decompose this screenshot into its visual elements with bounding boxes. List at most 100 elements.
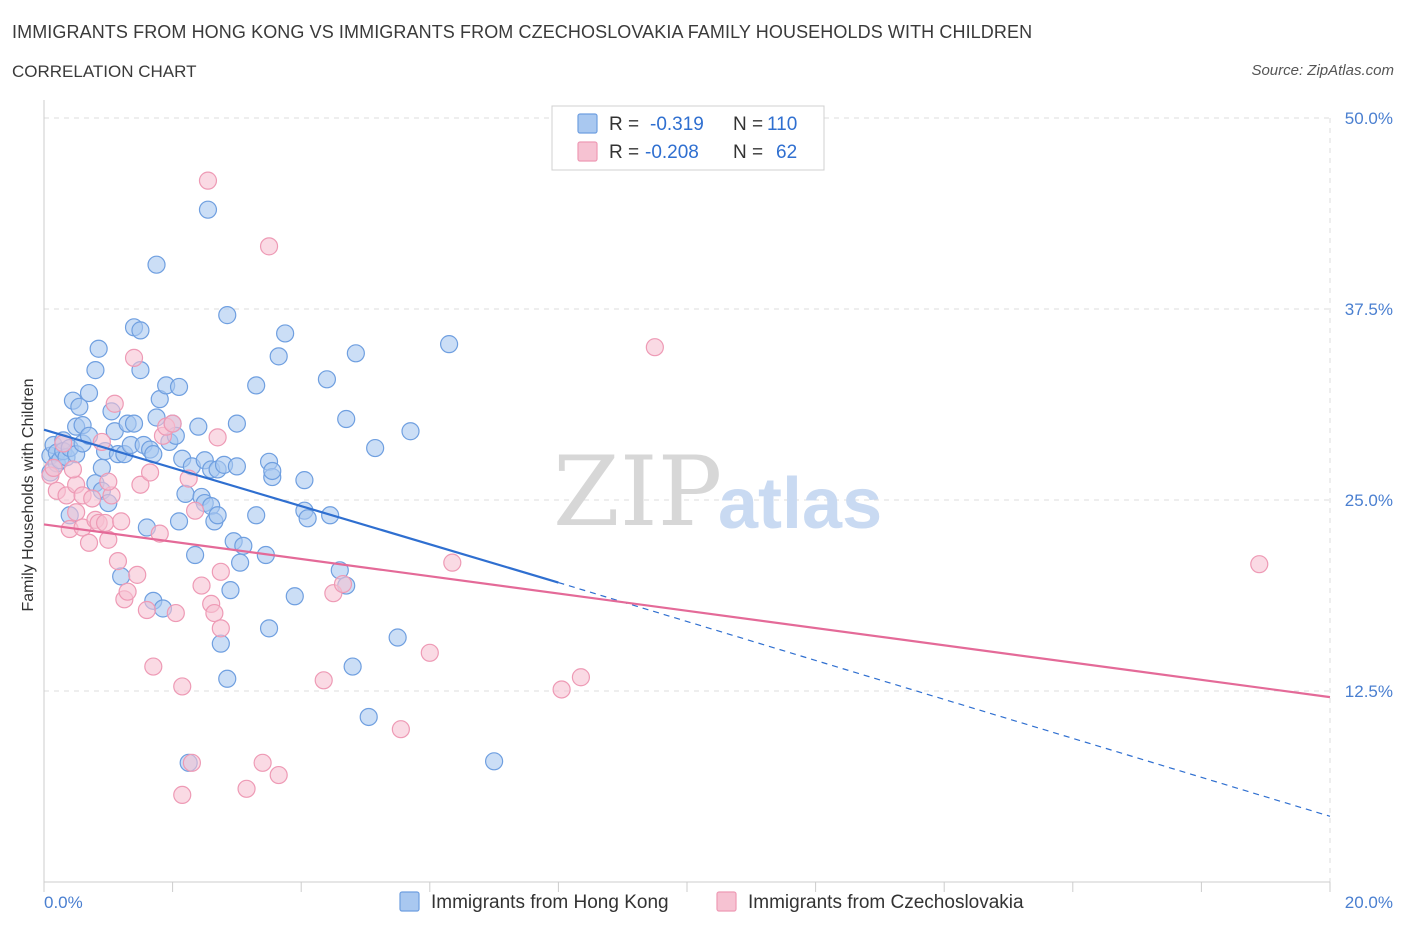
point-czechoslovakia — [112, 512, 131, 531]
point-hong-kong — [169, 377, 189, 397]
point-hong-kong — [388, 628, 407, 647]
trend-line-hong-kong-extension — [558, 581, 1331, 817]
point-czechoslovakia — [128, 565, 147, 584]
point-hong-kong — [359, 707, 378, 727]
point-czechoslovakia — [182, 753, 201, 772]
data-points — [41, 171, 1269, 805]
point-hong-kong — [208, 506, 227, 525]
point-czechoslovakia — [198, 171, 218, 190]
point-czechoslovakia — [211, 562, 230, 581]
point-hong-kong — [231, 553, 250, 572]
legend-n-value-2: 62 — [776, 142, 797, 163]
point-czechoslovakia — [208, 428, 227, 447]
point-czechoslovakia — [192, 576, 211, 595]
point-hong-kong — [295, 471, 314, 490]
watermark-atlas: atlas — [718, 464, 882, 544]
point-hong-kong — [79, 383, 99, 403]
point-czechoslovakia — [99, 472, 118, 491]
point-czechoslovakia — [269, 765, 288, 785]
point-czechoslovakia — [150, 524, 169, 543]
point-czechoslovakia — [571, 668, 591, 687]
point-czechoslovakia — [420, 643, 439, 662]
y-tick-labels: 12.5% 25.0% 37.5% 50.0% — [1345, 109, 1393, 701]
point-czechoslovakia — [173, 785, 192, 805]
watermark: ZIP atlas — [553, 436, 882, 548]
point-czechoslovakia — [108, 552, 128, 571]
chart-subtitle: CORRELATION CHART — [12, 62, 197, 81]
legend-box: R = -0.319 N = 110 R = -0.208 N = 62 — [551, 105, 825, 171]
point-hong-kong — [70, 397, 89, 416]
point-czechoslovakia — [237, 779, 256, 798]
trend-line-czechoslovakia — [43, 523, 1331, 699]
point-czechoslovakia — [333, 574, 353, 594]
bottom-legend-label-hong-kong: Immigrants from Hong Kong — [431, 892, 669, 913]
point-hong-kong — [186, 545, 205, 565]
point-hong-kong — [343, 657, 362, 676]
legend-r-label-1: R = — [609, 114, 639, 135]
point-czechoslovakia — [118, 582, 137, 601]
legend-swatch-czechoslovakia — [577, 141, 598, 162]
point-hong-kong — [89, 339, 108, 358]
point-hong-kong — [247, 506, 266, 525]
y-tick-label: 12.5% — [1345, 682, 1393, 701]
point-hong-kong — [86, 361, 105, 380]
point-czechoslovakia — [186, 501, 205, 520]
point-hong-kong — [227, 457, 246, 476]
point-hong-kong — [401, 422, 420, 441]
bottom-legend: Immigrants from Hong Kong Immigrants fro… — [399, 891, 1024, 913]
y-tick-label: 50.0% — [1345, 109, 1393, 128]
point-hong-kong — [366, 438, 385, 458]
trend-line-hong-kong — [43, 428, 559, 584]
point-hong-kong — [276, 324, 295, 343]
point-czechoslovakia — [205, 603, 224, 623]
point-hong-kong — [124, 414, 144, 433]
legend-n-value-1: 110 — [767, 114, 797, 135]
point-czechoslovakia — [140, 463, 160, 482]
point-czechoslovakia — [131, 475, 150, 494]
point-czechoslovakia — [163, 414, 182, 433]
point-czechoslovakia — [105, 394, 124, 413]
point-hong-kong — [131, 321, 150, 340]
y-tick-label: 25.0% — [1345, 491, 1393, 510]
point-hong-kong — [189, 417, 208, 436]
y-axis-title: Family Households with Children — [20, 379, 37, 612]
point-czechoslovakia — [173, 677, 192, 696]
point-hong-kong — [263, 461, 282, 481]
point-czechoslovakia — [314, 671, 333, 690]
y-tick-label: 37.5% — [1345, 300, 1393, 319]
bottom-legend-swatch-hong-kong — [399, 891, 420, 912]
point-hong-kong — [112, 567, 131, 586]
point-hong-kong — [259, 619, 279, 638]
point-czechoslovakia — [99, 530, 118, 549]
point-czechoslovakia — [83, 489, 102, 508]
point-hong-kong — [198, 200, 218, 219]
legend-r-value-1: -0.319 — [650, 114, 704, 135]
point-czechoslovakia — [44, 458, 63, 478]
legend-swatch-hong-kong — [577, 113, 598, 134]
watermark-zip: ZIP — [553, 436, 722, 548]
point-czechoslovakia — [144, 657, 163, 676]
point-hong-kong — [346, 344, 365, 363]
point-czechoslovakia — [1250, 555, 1269, 574]
source-label: Source: ZipAtlas.com — [1251, 62, 1394, 79]
point-hong-kong — [147, 255, 166, 274]
point-hong-kong — [439, 335, 459, 354]
point-hong-kong — [269, 347, 288, 366]
point-czechoslovakia — [443, 553, 462, 572]
x-tick-label-max: 20.0% — [1345, 893, 1393, 912]
point-czechoslovakia — [95, 513, 115, 533]
point-hong-kong — [298, 509, 317, 528]
point-czechoslovakia — [391, 720, 410, 739]
chart-title: IMMIGRANTS FROM HONG KONG VS IMMIGRANTS … — [12, 22, 1033, 42]
point-hong-kong — [317, 370, 337, 389]
bottom-legend-swatch-czechoslovakia — [716, 891, 737, 912]
legend-r-label-2: R = — [609, 142, 639, 163]
point-hong-kong — [211, 634, 230, 653]
x-tick-label-min: 0.0% — [44, 893, 83, 912]
trend-lines — [43, 428, 1331, 817]
point-hong-kong — [337, 409, 356, 429]
point-czechoslovakia — [211, 619, 230, 638]
point-czechoslovakia — [253, 753, 272, 772]
point-czechoslovakia — [259, 237, 279, 256]
